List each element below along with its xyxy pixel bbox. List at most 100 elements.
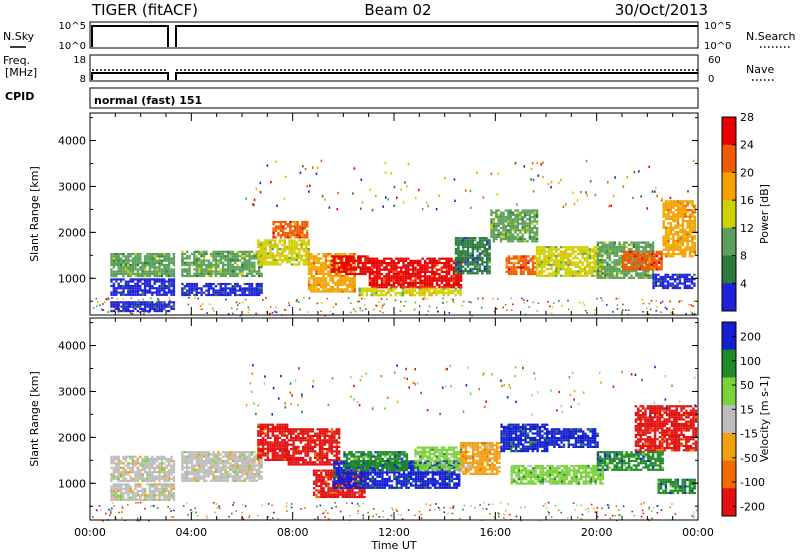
heatmap-cell bbox=[129, 466, 132, 469]
heatmap-cell bbox=[198, 270, 201, 273]
heatmap-cell bbox=[224, 289, 227, 292]
heatmap-cell bbox=[319, 281, 323, 284]
heatmap-cell bbox=[143, 468, 147, 472]
heatmap-cell bbox=[129, 272, 132, 275]
heatmap-cell bbox=[497, 231, 500, 234]
heatmap-cell bbox=[624, 250, 627, 253]
heatmap-speckle bbox=[237, 304, 239, 306]
heatmap-cell bbox=[466, 263, 470, 266]
heatmap-cell bbox=[615, 254, 619, 257]
heatmap-cell bbox=[317, 272, 320, 275]
heatmap-cell bbox=[423, 259, 427, 262]
heatmap-cell bbox=[127, 494, 130, 497]
heatmap-cell bbox=[637, 272, 640, 275]
heatmap-cell bbox=[690, 275, 694, 279]
heatmap-cell bbox=[593, 250, 596, 253]
heatmap-cell bbox=[471, 250, 474, 253]
heatmap-cell bbox=[488, 270, 491, 273]
heatmap-cell bbox=[153, 498, 156, 501]
heatmap-cell bbox=[511, 233, 515, 236]
heatmap-cell bbox=[392, 284, 396, 287]
heatmap-cell bbox=[136, 479, 140, 483]
heatmap-cell bbox=[210, 261, 213, 264]
heatmap-speckle bbox=[239, 314, 242, 317]
heatmap-cell bbox=[151, 455, 154, 458]
heatmap-cell bbox=[117, 255, 120, 258]
heatmap-cell bbox=[377, 289, 381, 292]
heatmap-cell bbox=[286, 254, 289, 257]
heatmap-cell bbox=[224, 272, 227, 275]
heatmap-cell bbox=[690, 282, 694, 285]
heatmap-cell bbox=[153, 261, 156, 264]
heatmap-speckle bbox=[131, 304, 133, 307]
heatmap-cell bbox=[340, 270, 343, 273]
heatmap-cell bbox=[167, 462, 171, 465]
heatmap-cell bbox=[669, 237, 673, 240]
heatmap-cell bbox=[241, 293, 244, 297]
heatmap-cell bbox=[545, 246, 548, 249]
heatmap-cell bbox=[359, 257, 362, 260]
heatmap-cell bbox=[134, 301, 137, 304]
heatmap-cell bbox=[139, 455, 142, 458]
heatmap-cell bbox=[373, 273, 376, 276]
heatmap-cell bbox=[620, 272, 624, 275]
heatmap-cell bbox=[535, 248, 539, 251]
heatmap-cell bbox=[214, 268, 218, 271]
heatmap-speckle bbox=[470, 206, 472, 209]
heatmap-cell bbox=[630, 274, 633, 277]
heatmap-cell bbox=[153, 477, 156, 480]
heatmap-cell bbox=[205, 252, 208, 256]
heatmap-cell bbox=[664, 284, 667, 287]
heatmap-cell bbox=[653, 263, 656, 267]
heatmap-speckle bbox=[672, 308, 674, 310]
heatmap-cell bbox=[674, 224, 677, 227]
heatmap-cell bbox=[143, 479, 147, 483]
heatmap-speckle bbox=[382, 304, 384, 307]
heatmap-cell bbox=[141, 487, 144, 490]
heatmap-cell bbox=[535, 240, 539, 243]
heatmap-speckle bbox=[615, 297, 618, 300]
heatmap-speckle bbox=[402, 201, 405, 204]
heatmap-cell bbox=[269, 239, 272, 242]
heatmap-cell bbox=[569, 270, 572, 273]
heatmap-cell bbox=[141, 310, 144, 313]
heatmap-cell bbox=[229, 291, 232, 294]
heatmap-cell bbox=[571, 246, 575, 249]
heatmap-cell bbox=[163, 264, 166, 267]
heatmap-cell bbox=[639, 245, 643, 249]
heatmap-cell bbox=[234, 252, 237, 256]
heatmap-cell bbox=[153, 457, 156, 461]
heatmap-cell bbox=[457, 272, 460, 275]
heatmap-cell bbox=[378, 275, 381, 278]
heatmap-speckle bbox=[423, 297, 425, 300]
heatmap-cell bbox=[153, 280, 156, 283]
heatmap-cell bbox=[401, 291, 405, 295]
heatmap-cell bbox=[146, 275, 149, 278]
heatmap-cell bbox=[414, 268, 417, 271]
heatmap-cell bbox=[426, 286, 429, 289]
heatmap-cell bbox=[117, 466, 120, 469]
heatmap-cell bbox=[193, 470, 196, 474]
heatmap-cell bbox=[564, 252, 568, 255]
heatmap-cell bbox=[507, 211, 510, 214]
heatmap-cell bbox=[354, 268, 358, 271]
heatmap-cell bbox=[181, 466, 184, 469]
heatmap-cell bbox=[411, 287, 414, 290]
heatmap-cell bbox=[322, 268, 325, 271]
heatmap-cell bbox=[131, 460, 135, 463]
heatmap-cell bbox=[351, 253, 354, 256]
heatmap-cell bbox=[596, 241, 600, 244]
heatmap-cell bbox=[596, 248, 600, 251]
heatmap-cell bbox=[148, 275, 152, 278]
heatmap-cell bbox=[481, 263, 484, 266]
heatmap-cell bbox=[346, 286, 349, 289]
heatmap-cell bbox=[648, 250, 651, 253]
heatmap-cell bbox=[416, 281, 420, 284]
heatmap-cell bbox=[253, 287, 256, 290]
heatmap-cell bbox=[457, 239, 460, 242]
heatmap-speckle bbox=[369, 188, 371, 191]
heatmap-speckle bbox=[618, 297, 620, 300]
heatmap-cell bbox=[454, 252, 458, 255]
heatmap-cell bbox=[112, 291, 116, 294]
heatmap-cell bbox=[134, 272, 137, 275]
